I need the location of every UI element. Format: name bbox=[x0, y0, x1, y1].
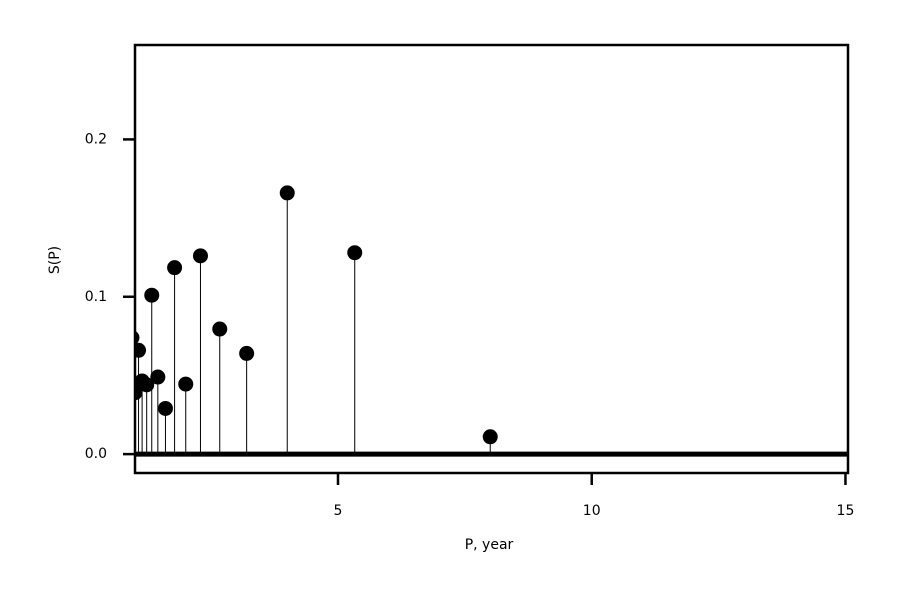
stem-marker bbox=[144, 287, 160, 303]
plot-area bbox=[135, 185, 848, 457]
x-tick-label: 10 bbox=[583, 503, 601, 519]
axes-frame bbox=[133, 43, 850, 475]
stem-marker bbox=[192, 248, 208, 264]
stem-marker bbox=[167, 260, 183, 276]
stem-marker bbox=[157, 400, 173, 416]
y-axis-label: S(P) bbox=[47, 246, 63, 274]
stem-marker bbox=[482, 429, 498, 445]
stem-marker bbox=[279, 185, 295, 201]
stem-marker bbox=[139, 377, 155, 393]
y-tick-label: 0.1 bbox=[85, 289, 107, 305]
stem-marker bbox=[178, 376, 194, 392]
stem-marker bbox=[135, 342, 147, 358]
y-tick-label: 0.2 bbox=[85, 131, 107, 147]
y-tick-label: 0.0 bbox=[85, 446, 107, 462]
stem-marker bbox=[239, 345, 255, 361]
stem-marker bbox=[150, 369, 166, 385]
stem-marker bbox=[212, 321, 228, 337]
x-tick-label: 15 bbox=[837, 503, 855, 519]
x-axis-label: P, year bbox=[465, 537, 514, 553]
x-tick-label: 5 bbox=[334, 503, 343, 519]
stem-marker bbox=[347, 245, 363, 261]
